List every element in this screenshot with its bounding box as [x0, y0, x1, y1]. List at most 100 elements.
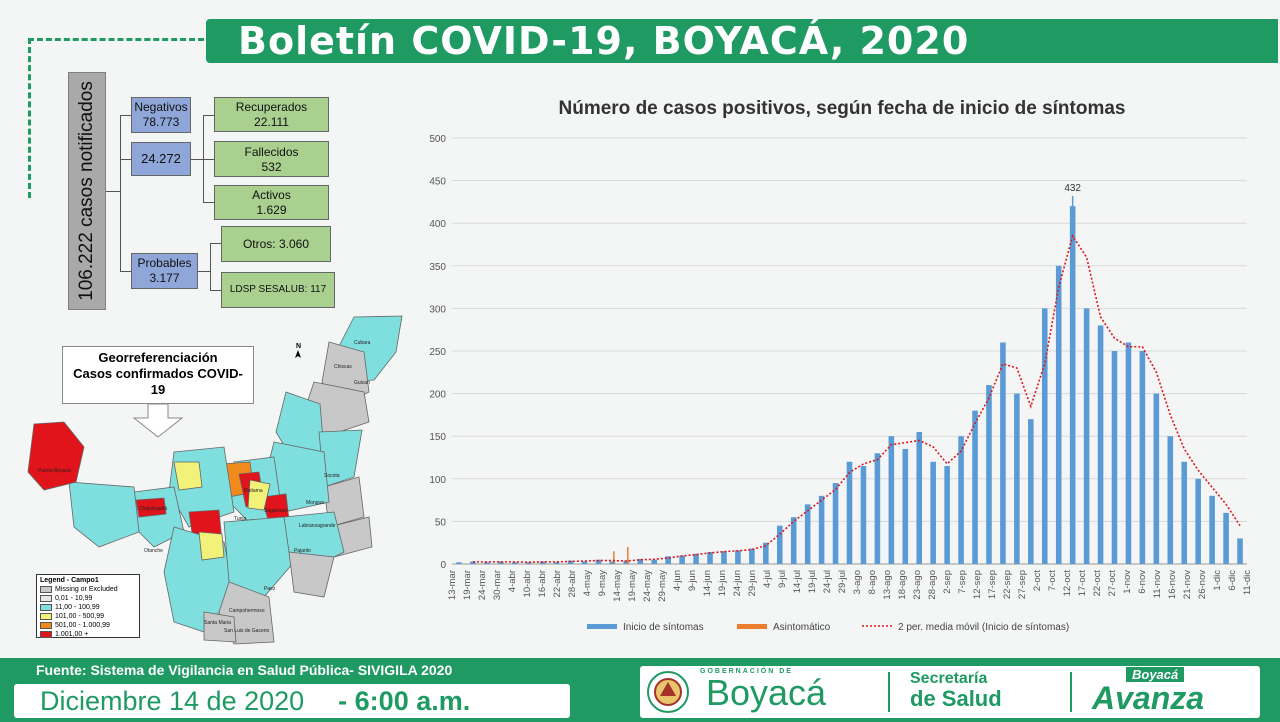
bar-inicio-sintomas	[609, 561, 616, 564]
bar-inicio-sintomas	[1069, 206, 1076, 564]
connector	[210, 290, 222, 291]
x-tick-label: 21-nov	[1182, 570, 1193, 599]
x-tick-label: 14-may	[612, 570, 623, 602]
x-tick-label: 1-nov	[1122, 570, 1133, 594]
fallecidos-label: Fallecidos	[244, 145, 299, 159]
x-tick-label: 11-dic	[1242, 570, 1253, 595]
x-tick-label: 7-oct	[1047, 570, 1058, 591]
x-tick-label: 9-jul	[777, 570, 788, 588]
legend-label: 501,00 - 1.000,99	[55, 622, 110, 629]
ldsp-label: LDSP SESALUB: 117	[229, 284, 327, 295]
x-tick-label: 30-mar	[492, 570, 503, 600]
frame-top	[0, 0, 1280, 12]
bar-inicio-sintomas	[1209, 495, 1215, 564]
peak-annotation: 432	[1064, 183, 1081, 194]
bar-inicio-sintomas	[749, 548, 755, 564]
ldsp-box: LDSP SESALUB: 117	[221, 272, 335, 308]
total-cases-label: 106.222 casos notificados	[76, 81, 97, 301]
x-tick-label: 6-dic	[1227, 570, 1238, 591]
map-label: Puerto Boyacá	[38, 468, 71, 474]
x-tick-label: 8-ago	[867, 570, 878, 594]
otros-box: Otros: 3.060	[221, 226, 331, 262]
divider	[1070, 672, 1072, 712]
x-tick-label: 17-oct	[1077, 570, 1088, 597]
x-tick-label: 7-sep	[957, 570, 968, 594]
chart-legend-label: 2 per. media móvil (Inicio de síntomas)	[898, 622, 1069, 633]
bar-inicio-sintomas	[1097, 325, 1104, 564]
x-tick-label: 3-ago	[852, 570, 863, 594]
bar-inicio-sintomas	[944, 466, 950, 564]
bar-inicio-sintomas	[790, 517, 797, 564]
bar-inicio-sintomas	[1237, 538, 1243, 564]
down-arrow-icon	[132, 404, 184, 438]
legend-swatch	[40, 586, 52, 593]
legend-entry: 11,00 - 100,99	[40, 603, 136, 612]
map-municipality	[68, 481, 140, 548]
bar-inicio-sintomas	[693, 553, 699, 564]
campaign-name: Avanza	[1092, 680, 1205, 716]
boyaca-seal-icon	[647, 671, 689, 713]
x-tick-label: 1-dic	[1212, 570, 1223, 591]
x-tick-label: 13-ago	[882, 570, 893, 600]
bar-inicio-sintomas	[707, 552, 713, 564]
x-tick-label: 24-jul	[822, 570, 833, 593]
legend-label: Missing or Excluded	[55, 586, 118, 593]
legend-swatch	[40, 622, 52, 629]
bar-inicio-sintomas	[958, 436, 964, 564]
bar-inicio-sintomas	[846, 461, 853, 564]
bar-inicio-sintomas	[1055, 265, 1062, 564]
x-tick-label: 27-oct	[1107, 570, 1118, 597]
legend-label: 1.001,00 +	[55, 631, 89, 638]
source-text: Fuente: Sistema de Vigilancia en Salud P…	[36, 662, 453, 678]
x-tick-label: 18-ago	[897, 570, 908, 600]
chart-panel: Número de casos positivos, según fecha d…	[412, 88, 1272, 648]
x-tick-label: 29-jun	[747, 570, 758, 596]
bar-inicio-sintomas	[1153, 393, 1160, 564]
map-label: Socota	[324, 473, 340, 479]
x-tick-label: 4-jul	[762, 570, 773, 588]
x-tick-label: 14-jun	[702, 570, 713, 596]
date-box: Diciembre 14 de 2020 - 6:00 a.m.	[14, 684, 570, 718]
map-label: Tunja	[234, 516, 247, 522]
connector	[191, 159, 203, 160]
x-tick-label: 19-mar	[462, 570, 473, 600]
bar-inicio-sintomas	[1139, 351, 1146, 564]
legend-label: 11,00 - 100,99	[55, 604, 100, 611]
connector	[120, 159, 132, 160]
activos-box: Activos 1.629	[214, 185, 329, 220]
bar-inicio-sintomas	[735, 550, 741, 564]
map-label: Chiscas	[334, 364, 352, 370]
recuperados-value: 22.111	[254, 115, 289, 129]
bar-inicio-sintomas	[776, 525, 783, 564]
x-tick-label: 9-jun	[687, 570, 698, 591]
legend-label: 0,01 - 10,99	[55, 595, 93, 602]
map-label: Paez	[264, 586, 276, 592]
bar-inicio-sintomas	[679, 555, 685, 564]
x-tick-label: 19-jun	[717, 570, 728, 596]
otros-label: Otros: 3.060	[242, 237, 310, 251]
x-tick-label: 24-jun	[732, 570, 743, 596]
probables-label: Probables	[137, 256, 192, 270]
bar-inicio-sintomas	[1181, 461, 1188, 564]
x-tick-label: 4-abr	[507, 570, 518, 592]
x-tick-label: 2-oct	[1032, 570, 1043, 591]
chart-title: Número de casos positivos, según fecha d…	[558, 98, 1126, 119]
y-tick-label: 200	[429, 390, 446, 401]
bar-inicio-sintomas	[1111, 351, 1118, 564]
map-label: Cubara	[354, 340, 371, 346]
bar-inicio-sintomas	[902, 448, 909, 564]
bar-inicio-sintomas	[1223, 512, 1229, 564]
y-tick-label: 300	[429, 304, 446, 315]
x-tick-label: 28-ago	[927, 570, 938, 600]
map-title-box: Georreferenciación Casos confirmados COV…	[62, 346, 254, 404]
x-tick-label: 24-may	[642, 570, 653, 602]
connector	[198, 271, 210, 272]
bar-inicio-sintomas	[581, 561, 588, 564]
bar-inicio-sintomas	[498, 561, 504, 564]
chart-legend-label: Inicio de síntomas	[623, 622, 704, 633]
bar-inicio-sintomas	[1195, 478, 1201, 564]
divider	[888, 672, 890, 712]
bar-inicio-sintomas	[860, 466, 867, 564]
bar-inicio-sintomas	[484, 562, 490, 564]
probables-box: Probables 3.177	[131, 253, 198, 289]
